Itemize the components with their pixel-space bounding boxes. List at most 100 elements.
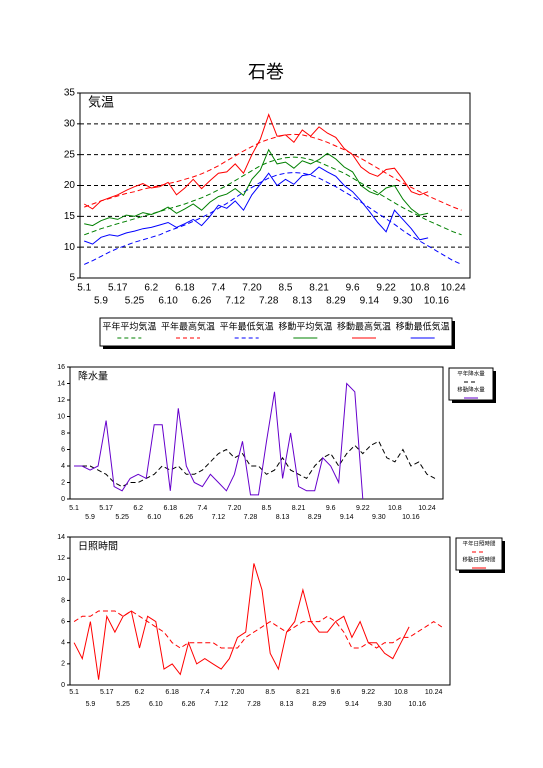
- series-line: [84, 166, 429, 245]
- x-tick-label: 6.10: [147, 514, 161, 521]
- x-tick-label: 10.16: [424, 296, 449, 307]
- legend-box: [99, 317, 453, 347]
- legend-label: 平年日照時間: [462, 539, 496, 547]
- y-tick-label: 8: [61, 597, 65, 604]
- chart-label: 降水量: [78, 370, 108, 383]
- x-tick-label: 7.20: [242, 283, 262, 294]
- x-tick-label: 8.29: [308, 514, 322, 521]
- x-tick-label: 9.30: [378, 701, 392, 708]
- x-tick-label: 6.18: [163, 505, 177, 512]
- x-tick-label: 7.4: [211, 283, 225, 294]
- x-tick-label: 9.30: [372, 514, 386, 521]
- y-tick-label: 10: [57, 576, 65, 583]
- y-tick-label: 16: [57, 364, 65, 371]
- x-tick-label: 9.22: [376, 283, 396, 294]
- y-tick-label: 12: [57, 397, 65, 404]
- plot-frame: [69, 366, 444, 500]
- x-tick-label: 9.30: [393, 296, 413, 307]
- chart-label: 気温: [88, 94, 114, 109]
- series-line: [74, 440, 436, 488]
- x-tick-label: 5.1: [77, 283, 91, 294]
- x-tick-label: 6.2: [144, 283, 158, 294]
- series-line: [84, 156, 462, 236]
- series-line: [73, 563, 410, 680]
- x-tick-label: 9.14: [345, 701, 359, 708]
- x-tick-label: 7.4: [197, 505, 207, 512]
- x-tick-label: 5.17: [99, 505, 113, 512]
- x-tick-label: 10.24: [418, 505, 436, 512]
- y-tick-label: 10: [64, 242, 76, 253]
- x-tick-label: 10.24: [441, 283, 466, 294]
- x-tick-label: 5.25: [125, 296, 145, 307]
- x-tick-label: 7.12: [212, 514, 226, 521]
- legend-label: 移動日照時間: [462, 555, 496, 563]
- x-tick-label: 8.29: [326, 296, 346, 307]
- series-line: [84, 133, 462, 211]
- x-tick-label: 7.28: [247, 701, 261, 708]
- legend-label: 移動最高気温: [337, 320, 391, 331]
- legend-box: [448, 367, 494, 401]
- series-line: [84, 148, 429, 227]
- x-tick-label: 6.10: [158, 296, 178, 307]
- series-line: [73, 610, 443, 649]
- legend-label: 移動平均気温: [278, 320, 332, 331]
- x-tick-label: 10.16: [409, 701, 427, 708]
- x-tick-label: 7.20: [231, 689, 245, 696]
- y-tick-label: 4: [61, 463, 65, 470]
- y-tick-label: 30: [64, 118, 76, 129]
- x-tick-label: 10.16: [402, 514, 420, 521]
- y-tick-label: 15: [64, 211, 76, 222]
- x-tick-label: 5.1: [69, 689, 79, 696]
- y-tick-label: 4: [61, 640, 65, 647]
- x-tick-label: 10.8: [410, 283, 430, 294]
- y-tick-label: 8: [61, 430, 65, 437]
- legend-label: 平年平均気温: [102, 320, 156, 331]
- x-tick-label: 8.29: [312, 701, 326, 708]
- y-tick-label: 0: [61, 496, 65, 503]
- x-tick-label: 5.17: [108, 283, 128, 294]
- legend-label: 平年最低気温: [220, 320, 274, 331]
- y-tick-label: 10: [57, 413, 65, 420]
- x-tick-label: 5.17: [100, 689, 114, 696]
- x-tick-label: 5.9: [85, 514, 95, 521]
- x-tick-label: 7.12: [214, 701, 228, 708]
- x-tick-label: 5.9: [94, 296, 108, 307]
- x-tick-label: 10.8: [394, 689, 408, 696]
- y-tick-label: 35: [64, 88, 76, 99]
- x-tick-label: 8.5: [265, 689, 275, 696]
- x-tick-label: 6.2: [133, 505, 143, 512]
- x-tick-label: 10.8: [388, 505, 402, 512]
- series-line: [83, 113, 429, 210]
- x-tick-label: 6.18: [165, 689, 179, 696]
- plot-frame: [69, 536, 451, 686]
- legend-label: 移動降水量: [457, 385, 485, 393]
- x-tick-label: 8.21: [296, 689, 310, 696]
- x-tick-label: 6.26: [179, 514, 193, 521]
- y-tick-label: 2: [61, 479, 65, 486]
- y-tick-label: 25: [64, 149, 76, 160]
- x-tick-label: 8.13: [293, 296, 313, 307]
- chart-label: 日照時間: [78, 541, 118, 553]
- x-tick-label: 7.4: [200, 689, 210, 696]
- x-tick-label: 9.14: [360, 296, 380, 307]
- y-tick-label: 6: [61, 618, 65, 625]
- legend-label: 平年最高気温: [161, 320, 215, 331]
- x-tick-label: 8.13: [280, 701, 294, 708]
- y-tick-label: 14: [57, 534, 65, 541]
- y-tick-label: 6: [61, 446, 65, 453]
- legend-box: [455, 537, 503, 571]
- x-tick-label: 9.6: [346, 283, 360, 294]
- y-tick-label: 20: [64, 180, 76, 191]
- legend-label: 平年降水量: [457, 369, 485, 377]
- x-tick-label: 8.5: [262, 505, 272, 512]
- x-tick-label: 8.5: [279, 283, 293, 294]
- x-tick-label: 9.14: [340, 514, 354, 521]
- series-line: [83, 171, 462, 265]
- x-tick-label: 6.2: [135, 689, 145, 696]
- x-tick-label: 5.1: [69, 505, 79, 512]
- x-tick-label: 7.12: [225, 296, 245, 307]
- x-tick-label: 6.18: [175, 283, 195, 294]
- x-tick-label: 6.10: [149, 701, 163, 708]
- series-line: [74, 382, 364, 500]
